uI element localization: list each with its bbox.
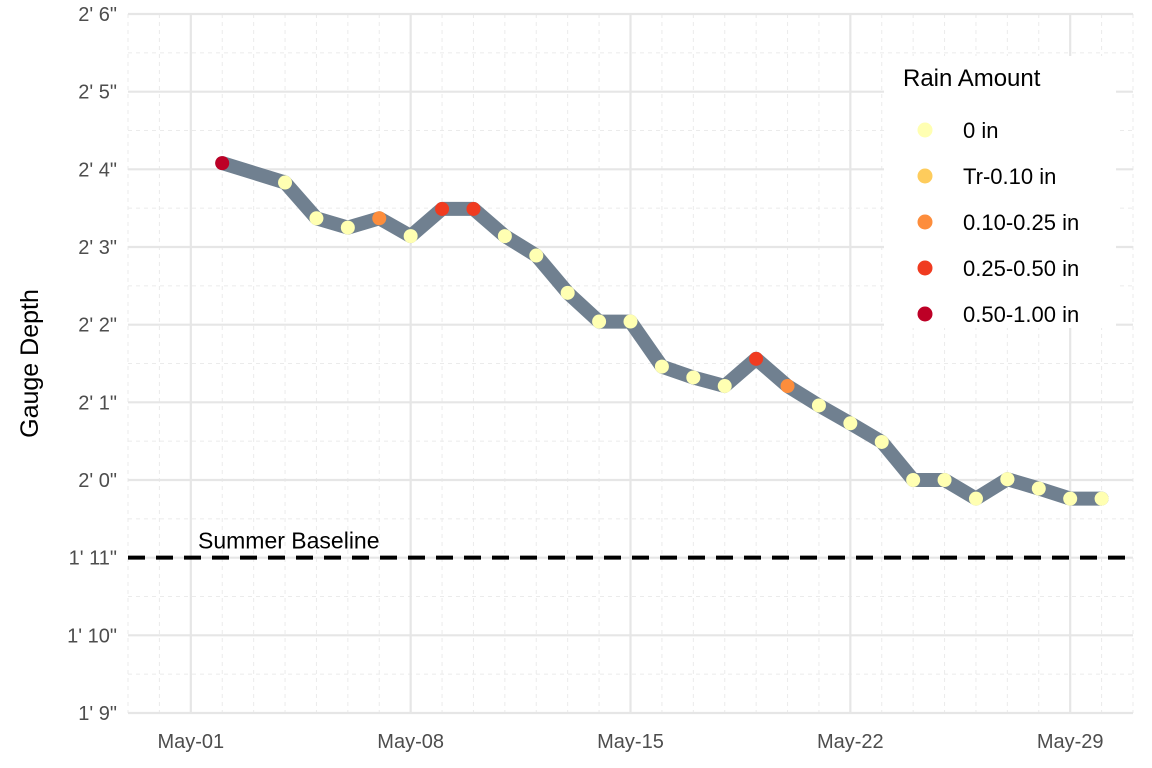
legend-background	[884, 56, 1116, 328]
summer-baseline-label: Summer Baseline	[198, 528, 380, 554]
y-axis-title: Gauge Depth	[16, 289, 44, 438]
legend-label: 0.25-0.50 in	[963, 256, 1079, 281]
legend-title: Rain Amount	[903, 65, 1041, 92]
gauge-depth-line	[215, 156, 1109, 506]
data-point	[623, 314, 638, 329]
y-tick-label: 1' 11"	[69, 548, 117, 570]
legend-items: 0 in Tr-0.10 in 0.10-0.25 in 0.25-0.50 in 0.…	[917, 118, 1079, 327]
legend-label: Tr-0.10 in	[963, 164, 1056, 189]
y-tick-label: 2' 2"	[78, 315, 117, 337]
legend-label: 0.50-1.00 in	[963, 302, 1079, 327]
legend-swatch	[917, 168, 933, 184]
data-point	[843, 416, 858, 431]
legend-label: 0 in	[963, 118, 998, 143]
legend: Rain Amount 0 in Tr-0.10 in 0.10-0.25 in 0.…	[884, 56, 1116, 328]
legend-swatch	[917, 260, 933, 276]
data-point	[811, 398, 826, 413]
data-point	[497, 229, 512, 244]
x-tick-label: May-29	[1037, 731, 1104, 753]
y-tick-label: 1' 9"	[78, 703, 117, 725]
legend-swatch	[917, 214, 933, 230]
data-point	[749, 351, 764, 366]
x-axis-ticks: May-01 May-08 May-15 May-22 May-29	[157, 731, 1103, 753]
data-point	[968, 491, 983, 506]
data-point	[215, 156, 230, 171]
data-point	[906, 473, 921, 487]
data-point	[1063, 491, 1078, 506]
data-point	[780, 379, 795, 394]
y-tick-label: 1' 10"	[67, 625, 117, 647]
y-tick-label: 2' 3"	[78, 237, 117, 259]
data-point	[937, 473, 952, 487]
data-point	[403, 229, 418, 244]
y-tick-label: 2' 0"	[78, 470, 117, 492]
x-tick-label: May-22	[817, 731, 884, 753]
data-point	[560, 285, 575, 300]
data-point	[340, 220, 355, 235]
data-point	[686, 370, 701, 385]
data-point	[1094, 491, 1109, 506]
y-axis-ticks: 1' 9" 1' 10" 1' 11" 2' 0" 2' 1" 2' 2" 2' 3" 2' …	[67, 4, 117, 725]
data-point	[874, 434, 889, 449]
legend-label: 0.10-0.25 in	[963, 210, 1079, 235]
x-tick-label: May-08	[377, 731, 444, 753]
data-point	[654, 359, 669, 374]
legend-swatch	[917, 122, 933, 138]
data-point	[435, 201, 450, 216]
data-point	[529, 248, 544, 263]
legend-swatch	[917, 306, 933, 322]
y-tick-label: 2' 4"	[78, 159, 117, 181]
data-point	[717, 379, 732, 394]
data-points	[215, 156, 1109, 506]
x-tick-label: May-15	[597, 731, 664, 753]
y-tick-label: 2' 1"	[78, 392, 117, 414]
y-tick-label: 2' 6"	[78, 4, 117, 26]
data-point	[592, 314, 607, 329]
data-point	[466, 201, 481, 216]
data-point	[1000, 472, 1015, 487]
data-point	[372, 211, 387, 226]
data-point	[309, 211, 324, 226]
data-point	[1031, 481, 1046, 496]
y-tick-label: 2' 5"	[78, 82, 117, 104]
data-point	[278, 175, 293, 190]
x-tick-label: May-01	[157, 731, 224, 753]
